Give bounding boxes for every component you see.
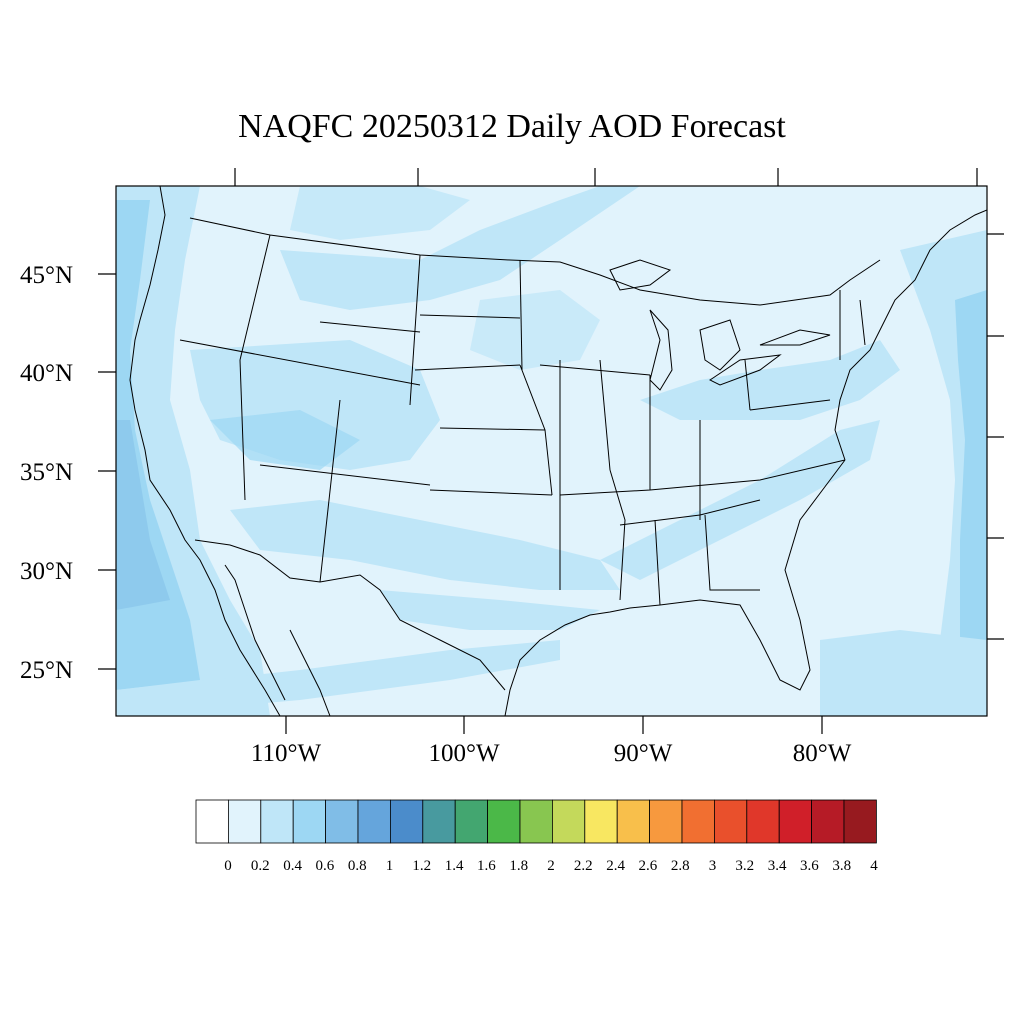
colorbar-swatch: [195, 799, 229, 844]
colorbar-swatch: [227, 799, 262, 844]
colorbar-swatch: [616, 799, 651, 844]
colorbar-swatch: [292, 799, 327, 844]
lon-label-90: 90°W: [614, 740, 673, 767]
colorbar-label: 2: [547, 858, 555, 874]
map-title: NAQFC 20250312 Daily AOD Forecast: [238, 108, 786, 145]
colorbar-swatch: [811, 799, 845, 844]
colorbar-label: 0.6: [316, 858, 335, 874]
lat-label-30: 30°N: [20, 558, 73, 585]
colorbar-label: 3: [709, 858, 717, 874]
colorbar-swatch: [325, 799, 359, 844]
colorbar-label: 3.4: [768, 858, 787, 874]
colorbar-swatch: [454, 799, 489, 844]
colorbar-label: 0.2: [251, 858, 270, 874]
colorbar-swatch: [681, 799, 715, 844]
coastlines-and-borders: [129, 186, 987, 716]
colorbar-swatch: [519, 799, 553, 844]
lat-label-40: 40°N: [20, 360, 73, 387]
colorbar-label: 3.2: [735, 858, 754, 874]
colorbar-swatch: [649, 799, 683, 844]
bottom-ticks: [285, 716, 823, 734]
colorbar-label: 0: [224, 858, 232, 874]
lon-label-80: 80°W: [793, 740, 852, 767]
colorbar-swatch: [584, 799, 618, 844]
lon-label-100: 100°W: [428, 740, 499, 767]
colorbar-label: 4: [870, 858, 878, 874]
colorbar-swatch: [778, 799, 813, 844]
colorbar-label: 1: [386, 858, 394, 874]
colorbar-swatch: [552, 799, 586, 844]
colorbar-swatch: [260, 799, 294, 844]
colorbar-label: 1.2: [412, 858, 431, 874]
colorbar-swatch: [487, 799, 521, 844]
colorbar-label: 2.8: [671, 858, 690, 874]
colorbar-label: 2.2: [574, 858, 593, 874]
colorbar-swatch: [746, 799, 780, 844]
colorbar-swatch: [843, 799, 877, 844]
colorbar-swatch: [357, 799, 391, 844]
colorbar-label: 2.4: [606, 858, 625, 874]
left-ticks: [98, 273, 116, 670]
colorbar-label: 1.8: [509, 858, 528, 874]
colorbar-label: 3.8: [832, 858, 851, 874]
lon-label-110: 110°W: [251, 740, 322, 767]
colorbar-label: 1.4: [445, 858, 464, 874]
colorbar-label: 3.6: [800, 858, 819, 874]
map-frame: [115, 185, 988, 717]
top-ticks: [234, 168, 978, 186]
colorbar-label: 0.8: [348, 858, 367, 874]
colorbar-swatch: [389, 799, 424, 844]
lat-label-45: 45°N: [20, 262, 73, 289]
colorbar-swatch: [714, 799, 748, 844]
colorbar: 0 0.2 0.4 0.6 0.8 1 1.2 1.4 1.6 1.8 2 2.2 2.4 2.6 2.8 3…: [195, 799, 878, 874]
colorbar-label: 2.6: [639, 858, 658, 874]
colorbar-label: 0.4: [283, 858, 302, 874]
colorbar-label: 1.6: [477, 858, 496, 874]
right-ticks: [987, 233, 1004, 640]
lat-label-25: 25°N: [20, 657, 73, 684]
lat-label-35: 35°N: [20, 459, 73, 486]
colorbar-swatch: [422, 799, 456, 844]
aod-field: [116, 186, 987, 716]
